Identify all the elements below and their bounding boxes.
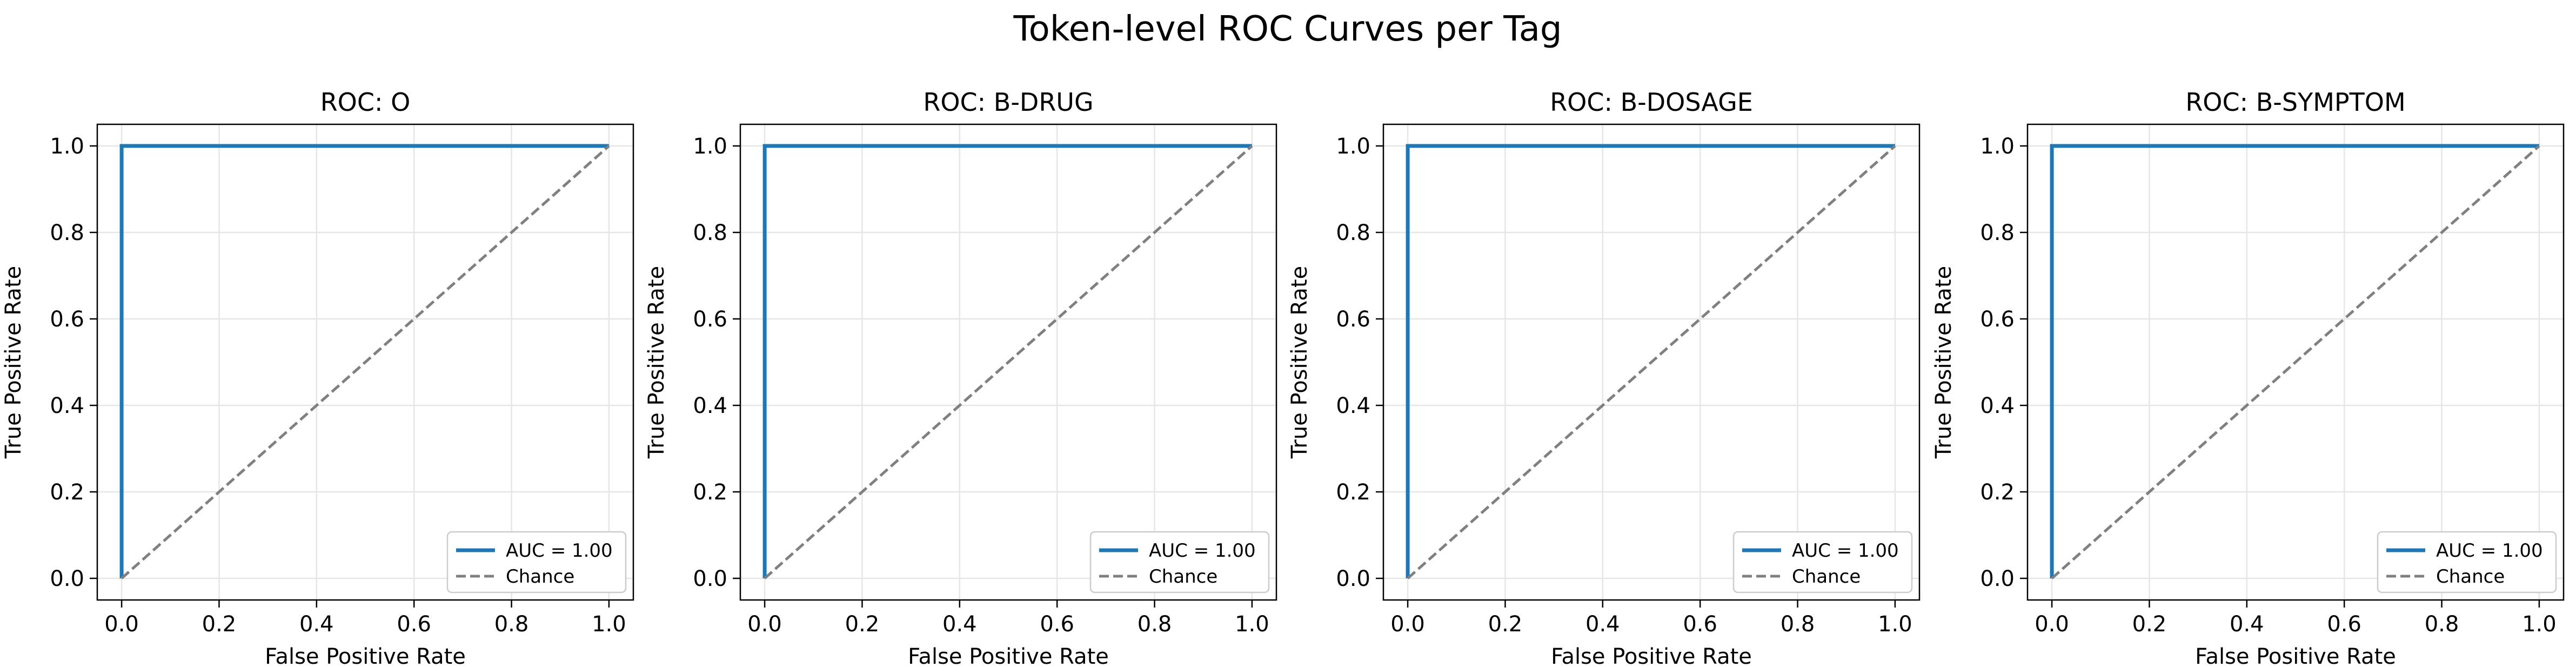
x-tick-label: 0.8 <box>2425 612 2459 637</box>
axes-frame <box>739 123 1277 601</box>
y-tick-label: 0.4 <box>693 393 727 418</box>
x-tick-label: 1.0 <box>1235 612 1269 637</box>
y-tick-label: 0.2 <box>1980 480 2015 505</box>
legend-label: AUC = 1.00 <box>2436 540 2543 562</box>
y-tick-label: 0.6 <box>693 307 727 332</box>
roc-panel-4: 0.0 0.2 0.4 0.6 0.8 1.0 0.0 0.2 0.4 0.6 0.8 1.0 ROC:… <box>1931 88 2565 667</box>
chance-line <box>121 145 610 579</box>
legend: AUC = 1.00 Chance <box>1089 531 1270 593</box>
x-tick-label: 0.2 <box>202 612 237 637</box>
legend-label: Chance <box>506 566 574 588</box>
y-tick-label: 1.0 <box>693 134 727 159</box>
y-tick-label: 0.2 <box>693 480 727 505</box>
y-tick-label: 1.0 <box>50 134 84 159</box>
y-tick-label: 0.6 <box>1980 307 2015 332</box>
y-tick-label: 0.6 <box>50 307 84 332</box>
x-axis-label: False Positive Rate <box>2195 644 2396 667</box>
x-tick-label: 1.0 <box>592 612 626 637</box>
legend-label: Chance <box>1149 566 1217 588</box>
legend-label: AUC = 1.00 <box>506 540 613 562</box>
x-tick-label: 0.0 <box>2035 612 2069 637</box>
roc-curve <box>1406 144 1895 578</box>
y-axis-label: True Positive Rate <box>644 266 669 459</box>
y-axis-label: True Positive Rate <box>1 266 26 459</box>
x-tick-label: 0.2 <box>1488 612 1523 637</box>
chance-line <box>1407 145 1896 579</box>
y-tick-label: 0.2 <box>50 480 84 505</box>
x-tick-label: 0.6 <box>397 612 431 637</box>
y-tick-label: 1.0 <box>1336 134 1370 159</box>
legend: AUC = 1.00 Chance <box>2377 531 2557 593</box>
axes-frame <box>1382 123 1921 601</box>
x-tick-label: 0.6 <box>1683 612 1717 637</box>
subplot-title: ROC: B-SYMPTOM <box>2185 88 2405 117</box>
chance-line <box>2051 145 2540 579</box>
panels-container: 0.0 0.2 0.4 0.6 0.8 1.0 0.0 0.2 0.4 0.6 0.8 1.0 ROC:… <box>1 88 2565 667</box>
x-tick-label: 0.8 <box>1781 612 1815 637</box>
legend: AUC = 1.00 Chance <box>1732 531 1913 593</box>
y-tick-label: 0.4 <box>1336 393 1370 418</box>
x-tick-label: 0.4 <box>2230 612 2264 637</box>
chance-line <box>764 145 1253 579</box>
roc-panel-1: 0.0 0.2 0.4 0.6 0.8 1.0 0.0 0.2 0.4 0.6 0.8 1.0 ROC:… <box>1 88 634 667</box>
x-tick-label: 0.4 <box>1585 612 1620 637</box>
x-tick-label: 0.8 <box>494 612 529 637</box>
x-tick-label: 0.0 <box>1390 612 1425 637</box>
x-tick-label: 1.0 <box>1878 612 1912 637</box>
roc-curve <box>2050 144 2539 578</box>
y-tick-label: 1.0 <box>1980 134 2015 159</box>
subplot-title: ROC: B-DOSAGE <box>1550 88 1753 117</box>
x-tick-label: 0.6 <box>2327 612 2361 637</box>
legend-label: Chance <box>1792 566 1861 588</box>
x-tick-label: 0.6 <box>1040 612 1074 637</box>
y-tick-label: 0.2 <box>1336 480 1370 505</box>
x-tick-label: 0.2 <box>2132 612 2167 637</box>
legend-label: AUC = 1.00 <box>1792 540 1899 562</box>
x-axis-label: False Positive Rate <box>265 644 466 667</box>
y-tick-label: 0.6 <box>1336 307 1370 332</box>
legend-label: AUC = 1.00 <box>1149 540 1256 562</box>
x-tick-label: 0.2 <box>845 612 880 637</box>
figure-title: Token-level ROC Curves per Tag <box>1013 9 1562 49</box>
x-tick-label: 1.0 <box>2522 612 2557 637</box>
x-tick-label: 0.8 <box>1138 612 1172 637</box>
y-tick-label: 0.4 <box>1980 393 2015 418</box>
y-tick-label: 0.0 <box>693 566 727 591</box>
axes-frame <box>96 123 634 601</box>
subplot-title: ROC: O <box>320 88 411 117</box>
y-tick-label: 0.0 <box>50 566 84 591</box>
x-tick-label: 0.4 <box>299 612 334 637</box>
y-tick-label: 0.8 <box>50 221 84 245</box>
y-tick-label: 0.8 <box>693 221 727 245</box>
y-axis-label: True Positive Rate <box>1931 266 1956 459</box>
y-axis-label: True Positive Rate <box>1287 266 1312 459</box>
roc-panel-3: 0.0 0.2 0.4 0.6 0.8 1.0 0.0 0.2 0.4 0.6 0.8 1.0 ROC:… <box>1287 88 1921 667</box>
legend-label: Chance <box>2436 566 2505 588</box>
y-tick-label: 0.0 <box>1336 566 1370 591</box>
y-tick-label: 0.8 <box>1336 221 1370 245</box>
y-tick-label: 0.4 <box>50 393 84 418</box>
x-tick-label: 0.0 <box>747 612 782 637</box>
roc-curve <box>762 144 1252 578</box>
legend: AUC = 1.00 Chance <box>446 531 627 593</box>
subplot-title: ROC: B-DRUG <box>923 88 1093 117</box>
x-tick-label: 0.0 <box>104 612 139 637</box>
axes-frame <box>2026 123 2565 601</box>
y-tick-label: 0.0 <box>1980 566 2015 591</box>
roc-panel-2: 0.0 0.2 0.4 0.6 0.8 1.0 0.0 0.2 0.4 0.6 0.8 1.0 ROC:… <box>644 88 1277 667</box>
y-tick-label: 0.8 <box>1980 221 2015 245</box>
x-axis-label: False Positive Rate <box>908 644 1109 667</box>
x-tick-label: 0.4 <box>942 612 977 637</box>
roc-curve <box>119 144 609 578</box>
x-axis-label: False Positive Rate <box>1551 644 1752 667</box>
